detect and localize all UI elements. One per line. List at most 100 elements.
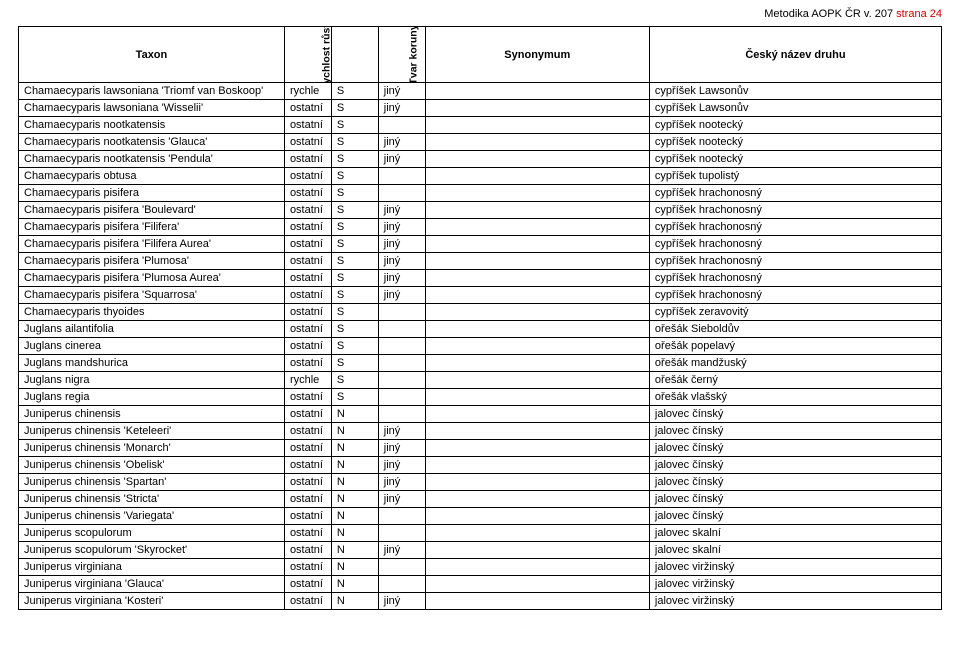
cell-tvar: jiný xyxy=(378,270,425,287)
cell-syn xyxy=(425,253,649,270)
table-row: Juglans nigrarychleSořešák černý xyxy=(19,372,942,389)
table-row: Chamaecyparis pisifera 'Filifera'ostatní… xyxy=(19,219,942,236)
col-header-synonymum-label: Synonymum xyxy=(504,49,570,61)
cell-tvar xyxy=(378,355,425,372)
cell-rych: ostatní xyxy=(284,338,331,355)
cell-tvar xyxy=(378,406,425,423)
cell-cz: jalovec viržinský xyxy=(649,593,941,610)
table-row: Juniperus virginiana 'Kosteri'ostatníNji… xyxy=(19,593,942,610)
cell-tvar: jiný xyxy=(378,457,425,474)
cell-rych: ostatní xyxy=(284,253,331,270)
cell-rych: ostatní xyxy=(284,117,331,134)
col-header-taxon: Taxon xyxy=(19,27,285,83)
cell-cz: cypříšek hrachonosný xyxy=(649,236,941,253)
table-row: Chamaecyparis nootkatensisostatníScypříš… xyxy=(19,117,942,134)
cell-cz: jalovec čínský xyxy=(649,474,941,491)
table-row: Chamaecyparis pisifera 'Boulevard'ostatn… xyxy=(19,202,942,219)
cell-rych: ostatní xyxy=(284,474,331,491)
cell-taxon: Juniperus chinensis 'Monarch' xyxy=(19,440,285,457)
col-header-cesky-label: Český název druhu xyxy=(745,49,845,61)
table-row: Chamaecyparis lawsoniana 'Triomf van Bos… xyxy=(19,83,942,100)
table-row: Juglans regiaostatníSořešák vlašský xyxy=(19,389,942,406)
cell-rych: ostatní xyxy=(284,423,331,440)
cell-taxon: Chamaecyparis obtusa xyxy=(19,168,285,185)
cell-syn xyxy=(425,168,649,185)
doc-header-page: strana 24 xyxy=(896,8,942,20)
table-row: Chamaecyparis pisifera 'Plumosa Aurea'os… xyxy=(19,270,942,287)
cell-cz: jalovec čínský xyxy=(649,406,941,423)
cell-tvar: jiný xyxy=(378,593,425,610)
cell-tvar xyxy=(378,389,425,406)
cell-cz: jalovec skalní xyxy=(649,542,941,559)
cell-syn xyxy=(425,338,649,355)
cell-cz: cypříšek tupolistý xyxy=(649,168,941,185)
cell-taxon: Juniperus scopulorum xyxy=(19,525,285,542)
cell-tvar xyxy=(378,321,425,338)
cell-syn xyxy=(425,525,649,542)
cell-rych: ostatní xyxy=(284,202,331,219)
cell-cz: cypříšek zeravovitý xyxy=(649,304,941,321)
cell-rych: ostatní xyxy=(284,168,331,185)
cell-cz: ořešák Sieboldův xyxy=(649,321,941,338)
cell-syn xyxy=(425,151,649,168)
cell-tvar: jiný xyxy=(378,542,425,559)
cell-taxon: Juglans ailantifolia xyxy=(19,321,285,338)
cell-tvar xyxy=(378,576,425,593)
cell-taxon: Juniperus chinensis 'Spartan' xyxy=(19,474,285,491)
cell-reg: N xyxy=(331,559,378,576)
table-row: Juniperus chinensis 'Obelisk'ostatníNjin… xyxy=(19,457,942,474)
cell-reg: S xyxy=(331,202,378,219)
cell-taxon: Juglans nigra xyxy=(19,372,285,389)
cell-cz: cypříšek hrachonosný xyxy=(649,253,941,270)
cell-cz: cypříšek hrachonosný xyxy=(649,270,941,287)
cell-taxon: Juglans cinerea xyxy=(19,338,285,355)
cell-reg: S xyxy=(331,270,378,287)
cell-taxon: Chamaecyparis nootkatensis 'Pendula' xyxy=(19,151,285,168)
cell-rych: ostatní xyxy=(284,508,331,525)
cell-taxon: Juniperus chinensis xyxy=(19,406,285,423)
cell-rych: ostatní xyxy=(284,406,331,423)
cell-taxon: Chamaecyparis pisifera 'Squarrosa' xyxy=(19,287,285,304)
cell-tvar xyxy=(378,372,425,389)
cell-rych: ostatní xyxy=(284,491,331,508)
cell-reg: S xyxy=(331,117,378,134)
cell-reg: S xyxy=(331,236,378,253)
doc-header-prefix: Metodika AOPK ČR v. 207 xyxy=(764,8,896,20)
cell-reg: N xyxy=(331,542,378,559)
cell-reg: S xyxy=(331,134,378,151)
cell-reg: S xyxy=(331,168,378,185)
cell-syn xyxy=(425,304,649,321)
cell-taxon: Chamaecyparis pisifera 'Plumosa Aurea' xyxy=(19,270,285,287)
cell-reg: S xyxy=(331,355,378,372)
cell-tvar: jiný xyxy=(378,202,425,219)
cell-tvar: jiný xyxy=(378,219,425,236)
table-row: Juglans ailantifoliaostatníSořešák Siebo… xyxy=(19,321,942,338)
cell-tvar: jiný xyxy=(378,491,425,508)
cell-syn xyxy=(425,83,649,100)
col-header-tvar: Tvar koruny xyxy=(378,27,425,83)
table-header-row: Taxon Rychlost růstu Regenerov atelnost … xyxy=(19,27,942,83)
cell-reg: S xyxy=(331,151,378,168)
cell-taxon: Chamaecyparis pisifera 'Boulevard' xyxy=(19,202,285,219)
cell-taxon: Juniperus chinensis 'Keteleeri' xyxy=(19,423,285,440)
cell-syn xyxy=(425,117,649,134)
cell-cz: jalovec čínský xyxy=(649,491,941,508)
cell-cz: jalovec čínský xyxy=(649,508,941,525)
cell-rych: ostatní xyxy=(284,304,331,321)
cell-tvar xyxy=(378,508,425,525)
cell-reg: N xyxy=(331,576,378,593)
cell-reg: S xyxy=(331,185,378,202)
col-header-rychlost: Rychlost růstu xyxy=(284,27,331,83)
table-row: Chamaecyparis pisifera 'Plumosa'ostatníS… xyxy=(19,253,942,270)
cell-taxon: Chamaecyparis nootkatensis xyxy=(19,117,285,134)
col-header-synonymum: Synonymum xyxy=(425,27,649,83)
cell-rych: ostatní xyxy=(284,100,331,117)
cell-tvar xyxy=(378,168,425,185)
cell-reg: S xyxy=(331,287,378,304)
cell-rych: rychle xyxy=(284,83,331,100)
cell-taxon: Chamaecyparis nootkatensis 'Glauca' xyxy=(19,134,285,151)
cell-reg: N xyxy=(331,440,378,457)
cell-rych: rychle xyxy=(284,372,331,389)
cell-rych: ostatní xyxy=(284,440,331,457)
table-row: Juglans cinereaostatníSořešák popelavý xyxy=(19,338,942,355)
